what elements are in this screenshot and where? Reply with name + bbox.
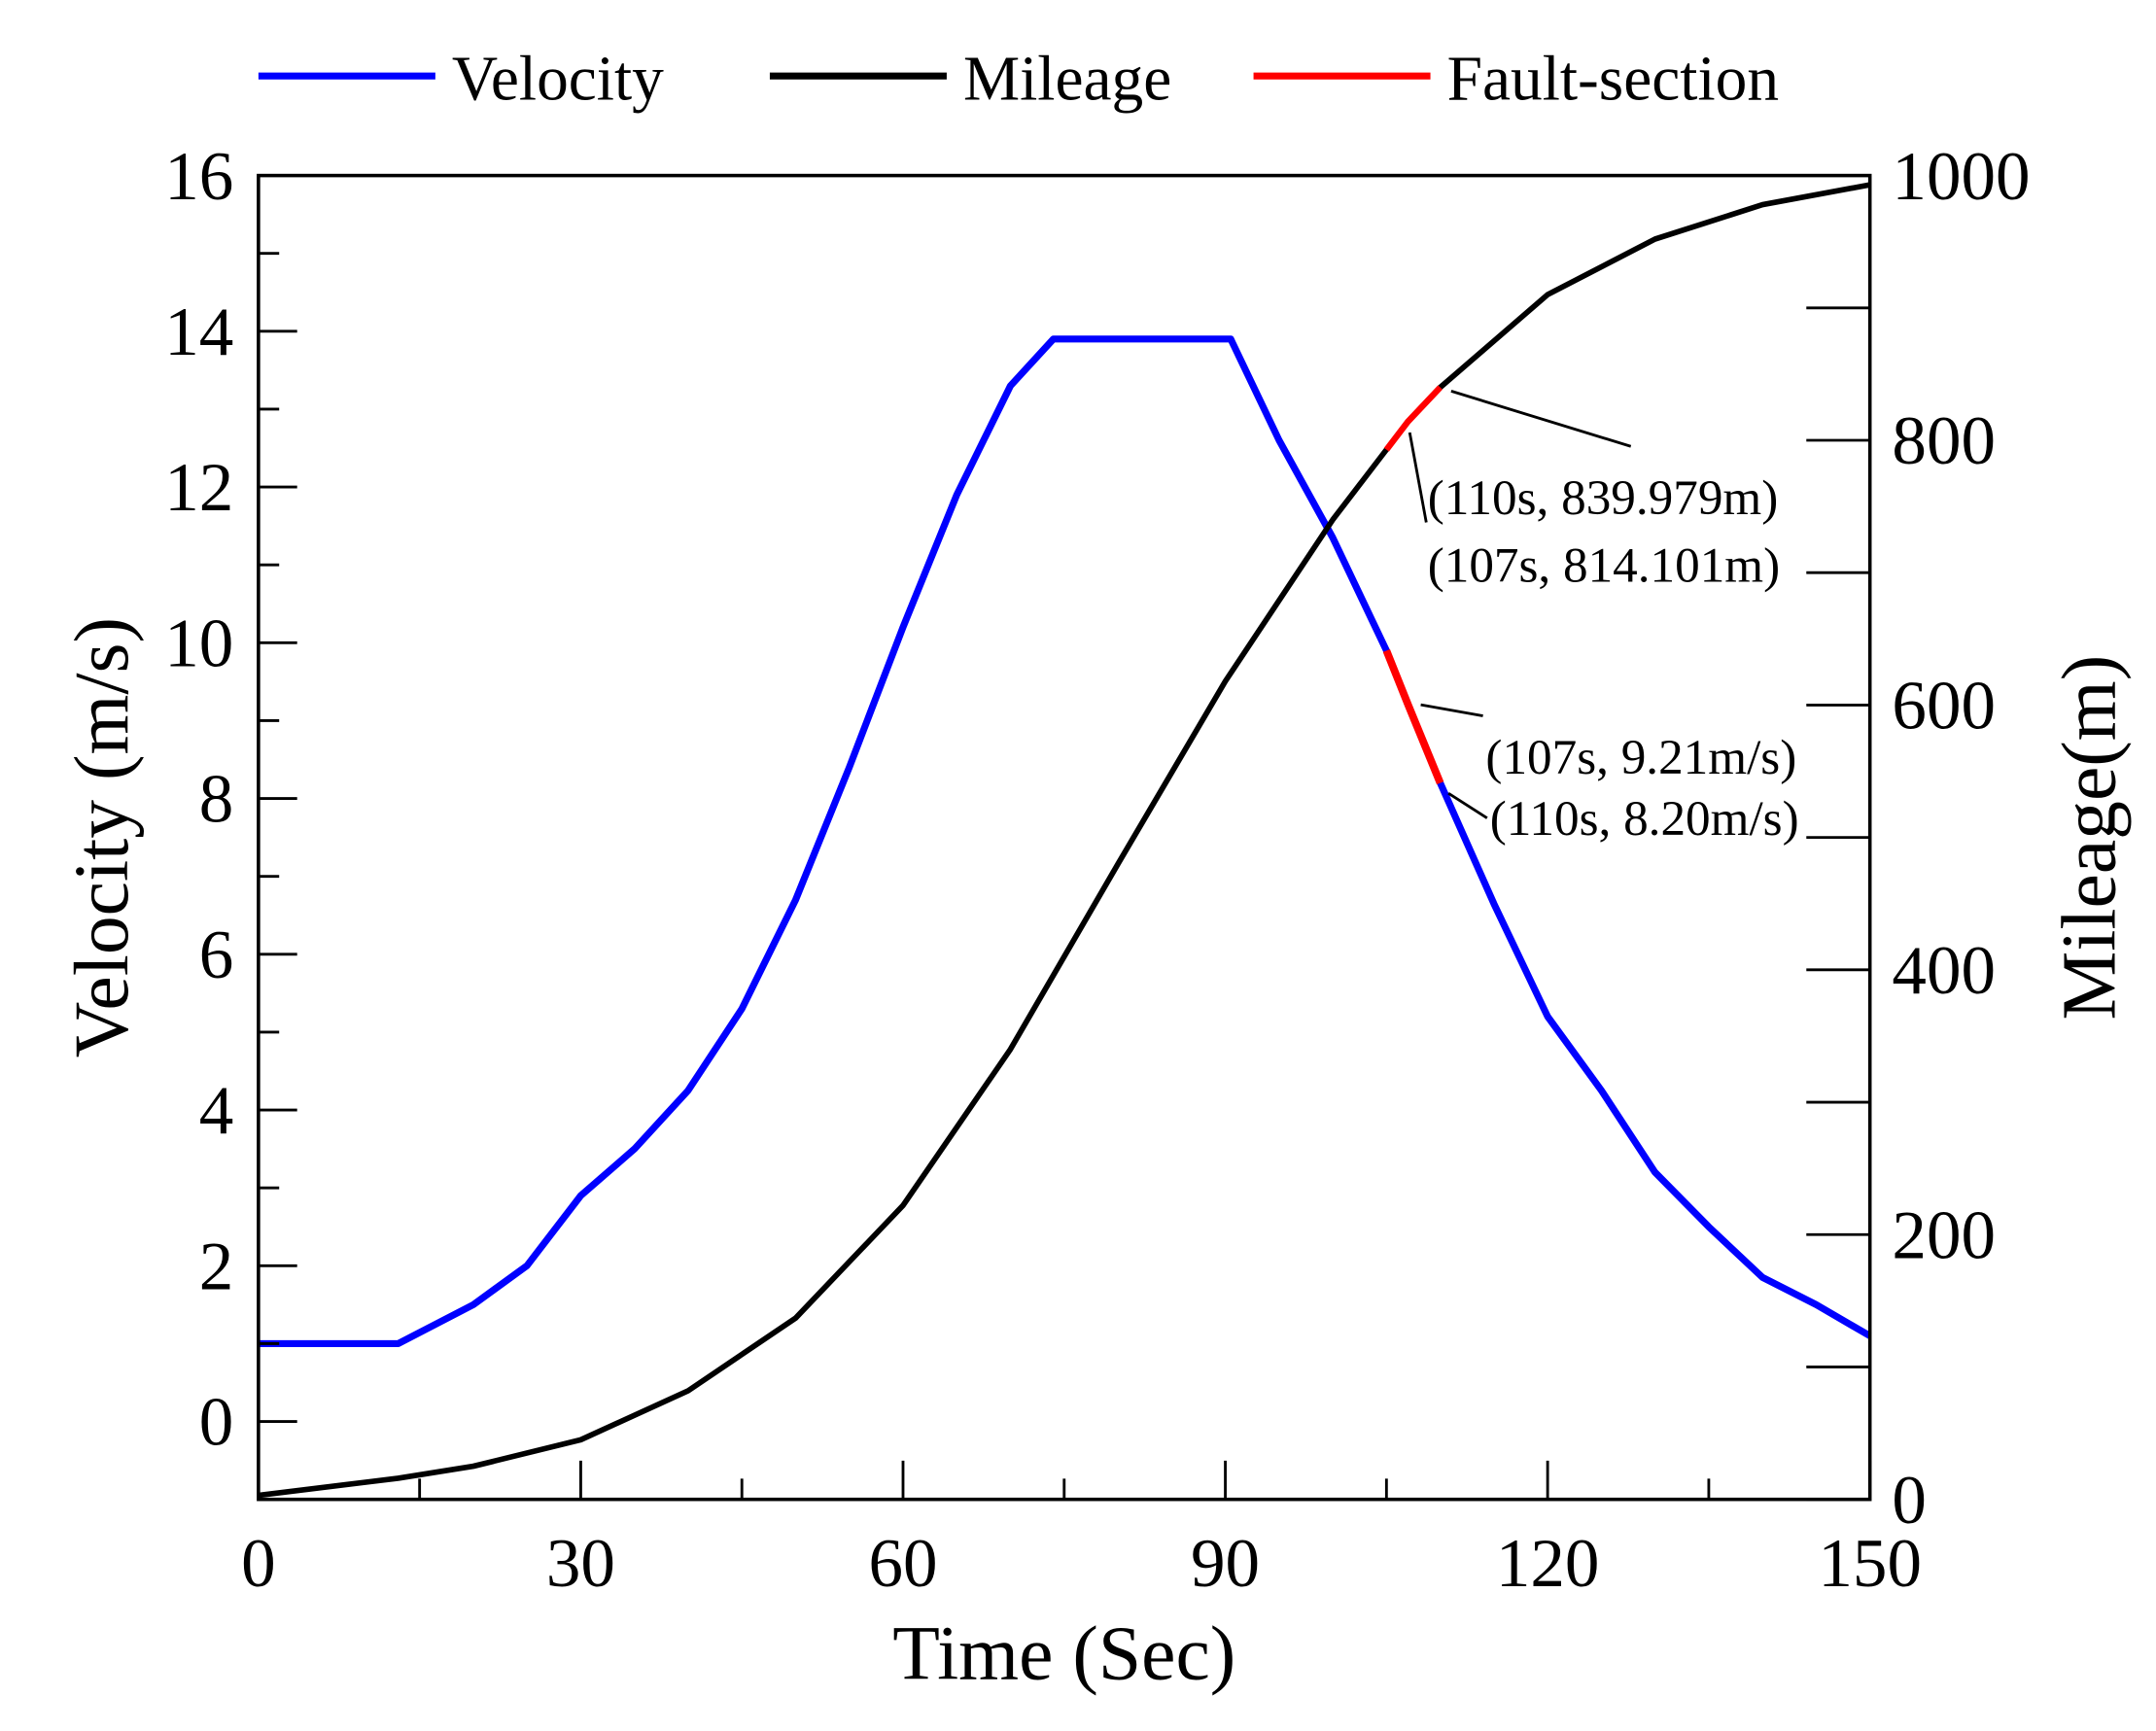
annotation-mileage-107: (107s, 814.101m): [1428, 538, 1780, 594]
y-left-tick-label: 0: [199, 1385, 234, 1461]
y-right-tick-label: 400: [1892, 933, 1996, 1009]
y-right-tick-label: 1000: [1892, 139, 2030, 215]
mileage-line: [258, 182, 1871, 1499]
annotations: (110s, 839.979m) (107s, 814.101m) (107s,…: [1408, 390, 1799, 847]
x-tick-label: 150: [1818, 1526, 1922, 1602]
legend-mileage-label: Mileage: [963, 44, 1171, 114]
y-right-tick-label: 0: [1892, 1463, 1927, 1539]
y-right-tick-label: 600: [1892, 669, 1996, 744]
annotation-velocity-110: (110s, 8.20m/s): [1490, 791, 1799, 847]
legend-velocity-label: Velocity: [452, 44, 664, 114]
velocity-line: [258, 335, 1872, 1347]
y-right-tick-label: 200: [1892, 1197, 1996, 1273]
annotation-leader: [1408, 432, 1428, 523]
y-left-tick-label: 4: [199, 1073, 234, 1149]
mileage-fault-section: [1383, 385, 1443, 452]
legend-fault-label: Fault-section: [1447, 44, 1779, 114]
y-right-tick-label: 800: [1892, 403, 1996, 479]
series-layer: [258, 182, 1872, 1499]
annotation-leader: [1447, 791, 1488, 819]
y-right-axis-title: Mileage(m): [2046, 655, 2132, 1021]
y-left-axis-title: Velocity (m/s): [59, 617, 145, 1057]
y-left-tick-label: 6: [199, 917, 234, 993]
x-tick-label: 0: [241, 1526, 276, 1602]
x-tick-label: 30: [546, 1526, 615, 1602]
y-left-tick-label: 2: [199, 1229, 234, 1304]
annotation-leader: [1420, 703, 1483, 717]
x-tick-label: 60: [868, 1526, 937, 1602]
axes-layer: 0 30 60 90 120 150024681012141602004006008001…: [164, 139, 2030, 1602]
y-left-tick-label: 16: [164, 139, 233, 215]
annotation-mileage-110: (110s, 839.979m): [1428, 470, 1779, 526]
y-left-tick-label: 14: [164, 294, 233, 370]
x-tick-label: 90: [1191, 1526, 1260, 1602]
annotation-leader: [1450, 390, 1632, 448]
annotation-velocity-107: (107s, 9.21m/s): [1485, 730, 1796, 785]
velocity-fault-section: [1382, 648, 1444, 785]
y-left-tick-label: 10: [164, 606, 233, 682]
legend: Velocity Mileage Fault-section: [258, 44, 1779, 114]
y-left-tick-label: 8: [199, 762, 234, 838]
x-tick-label: 120: [1496, 1526, 1600, 1602]
x-axis-title: Time (Sec): [892, 1611, 1235, 1697]
y-left-tick-label: 12: [164, 450, 233, 526]
